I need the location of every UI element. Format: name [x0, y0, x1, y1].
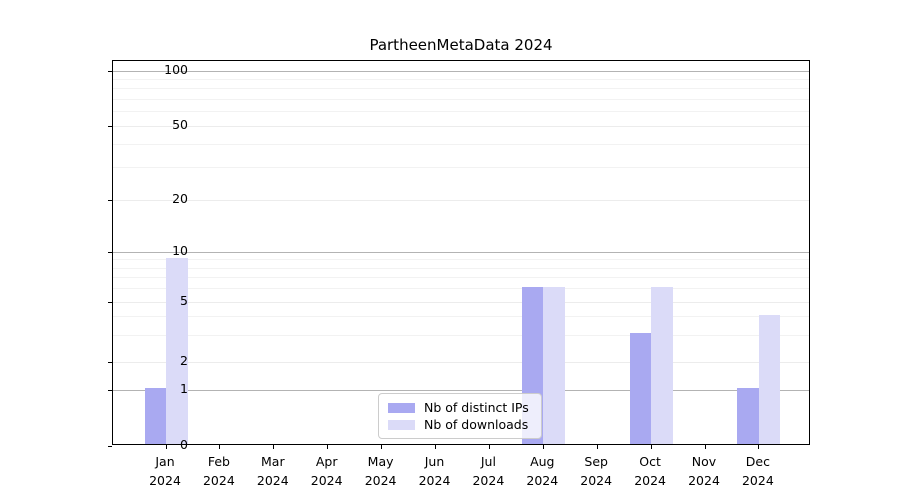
- y-tick-label-5: 5: [180, 293, 188, 308]
- major-gridline-1: [113, 389, 809, 391]
- x-tick-label-jan: Jan 2024: [149, 454, 181, 488]
- x-tick-label-oct: Oct 2024: [634, 454, 666, 488]
- x-tick-mark-dec: [758, 445, 760, 449]
- x-tick-label-may: May 2024: [364, 454, 397, 488]
- legend: Nb of distinct IPs Nb of downloads: [378, 393, 542, 439]
- x-tick-label-jul: Jul 2024: [472, 454, 505, 488]
- minor-gridline-4: [113, 316, 809, 318]
- x-tick-mark-nov: [704, 445, 706, 449]
- bar-dec-downloads: [758, 314, 781, 444]
- legend-label-downloads: Nb of downloads: [424, 417, 529, 432]
- minor-gridline-60: [113, 111, 809, 113]
- major-gridline-20: [113, 199, 809, 201]
- y-tick-label-2: 2: [180, 353, 188, 368]
- bar-oct-distinct-ips: [629, 333, 652, 444]
- x-tick-mark-jun: [435, 445, 436, 449]
- minor-gridline-6: [113, 288, 809, 290]
- minor-gridline-8: [113, 267, 809, 269]
- major-gridline-5: [113, 301, 809, 303]
- bar-dec-distinct-ips: [737, 388, 759, 444]
- y-tick-label-0: 0: [180, 437, 188, 452]
- x-tick-mark-aug: [542, 445, 544, 449]
- y-tick-mark-10: [108, 251, 112, 253]
- y-tick-label-100: 100: [164, 62, 188, 77]
- major-gridline-10: [113, 251, 809, 253]
- y-tick-mark-1: [108, 389, 112, 391]
- x-tick-label-jun: Jun 2024: [418, 454, 451, 488]
- x-tick-mark-apr: [327, 445, 329, 449]
- x-tick-label-mar: Mar 2024: [256, 454, 289, 488]
- minor-gridline-7: [113, 277, 809, 279]
- y-tick-mark-100: [108, 70, 112, 72]
- x-tick-mark-sep: [596, 445, 598, 449]
- plot-area: Nb of distinct IPs Nb of downloads: [108, 60, 810, 449]
- x-tick-mark-oct: [650, 445, 652, 449]
- minor-gridline-80: [113, 88, 809, 90]
- y-tick-mark-0: [108, 445, 112, 447]
- bar-oct-downloads: [651, 286, 673, 444]
- y-tick-mark-20: [108, 199, 112, 201]
- minor-gridline-70: [113, 98, 809, 100]
- minor-gridline-3: [113, 334, 809, 336]
- y-tick-label-10: 10: [172, 243, 188, 258]
- minor-gridline-90: [113, 78, 809, 80]
- legend-label-distinct-ips: Nb of distinct IPs: [424, 400, 529, 415]
- major-gridline-2: [113, 361, 809, 363]
- bar-jan-distinct-ips: [144, 388, 166, 444]
- chart-title: PartheenMetaData 2024: [369, 36, 553, 54]
- y-tick-mark-5: [108, 301, 112, 303]
- legend-entry-distinct-ips: Nb of distinct IPs: [388, 400, 533, 415]
- y-tick-mark-50: [108, 125, 112, 127]
- major-gridline-100: [113, 70, 809, 72]
- x-tick-label-dec: Dec 2024: [741, 454, 774, 488]
- x-tick-mark-jan: [165, 445, 167, 449]
- x-tick-mark-jul: [488, 445, 490, 449]
- legend-swatch-distinct-ips: [388, 402, 415, 413]
- y-tick-mark-2: [108, 361, 112, 363]
- bar-aug-downloads: [543, 286, 565, 444]
- y-tick-label-1: 1: [180, 381, 188, 396]
- x-tick-label-sep: Sep 2024: [580, 454, 613, 488]
- y-tick-label-20: 20: [172, 191, 188, 206]
- minor-gridline-9: [113, 259, 809, 261]
- major-gridline-50: [113, 125, 809, 127]
- legend-entry-downloads: Nb of downloads: [388, 417, 533, 432]
- x-tick-mark-feb: [219, 445, 221, 449]
- x-tick-label-aug: Aug 2024: [526, 454, 559, 488]
- minor-gridline-30: [113, 166, 809, 168]
- legend-swatch-downloads: [388, 419, 415, 430]
- x-tick-mark-may: [381, 445, 383, 449]
- minor-gridline-40: [113, 143, 809, 145]
- x-tick-label-nov: Nov 2024: [688, 454, 720, 488]
- y-tick-label-50: 50: [172, 117, 188, 132]
- x-tick-label-feb: Feb 2024: [202, 454, 235, 488]
- x-tick-label-apr: Apr 2024: [310, 454, 343, 488]
- x-tick-mark-mar: [273, 445, 275, 449]
- bar-jan-downloads: [166, 257, 188, 444]
